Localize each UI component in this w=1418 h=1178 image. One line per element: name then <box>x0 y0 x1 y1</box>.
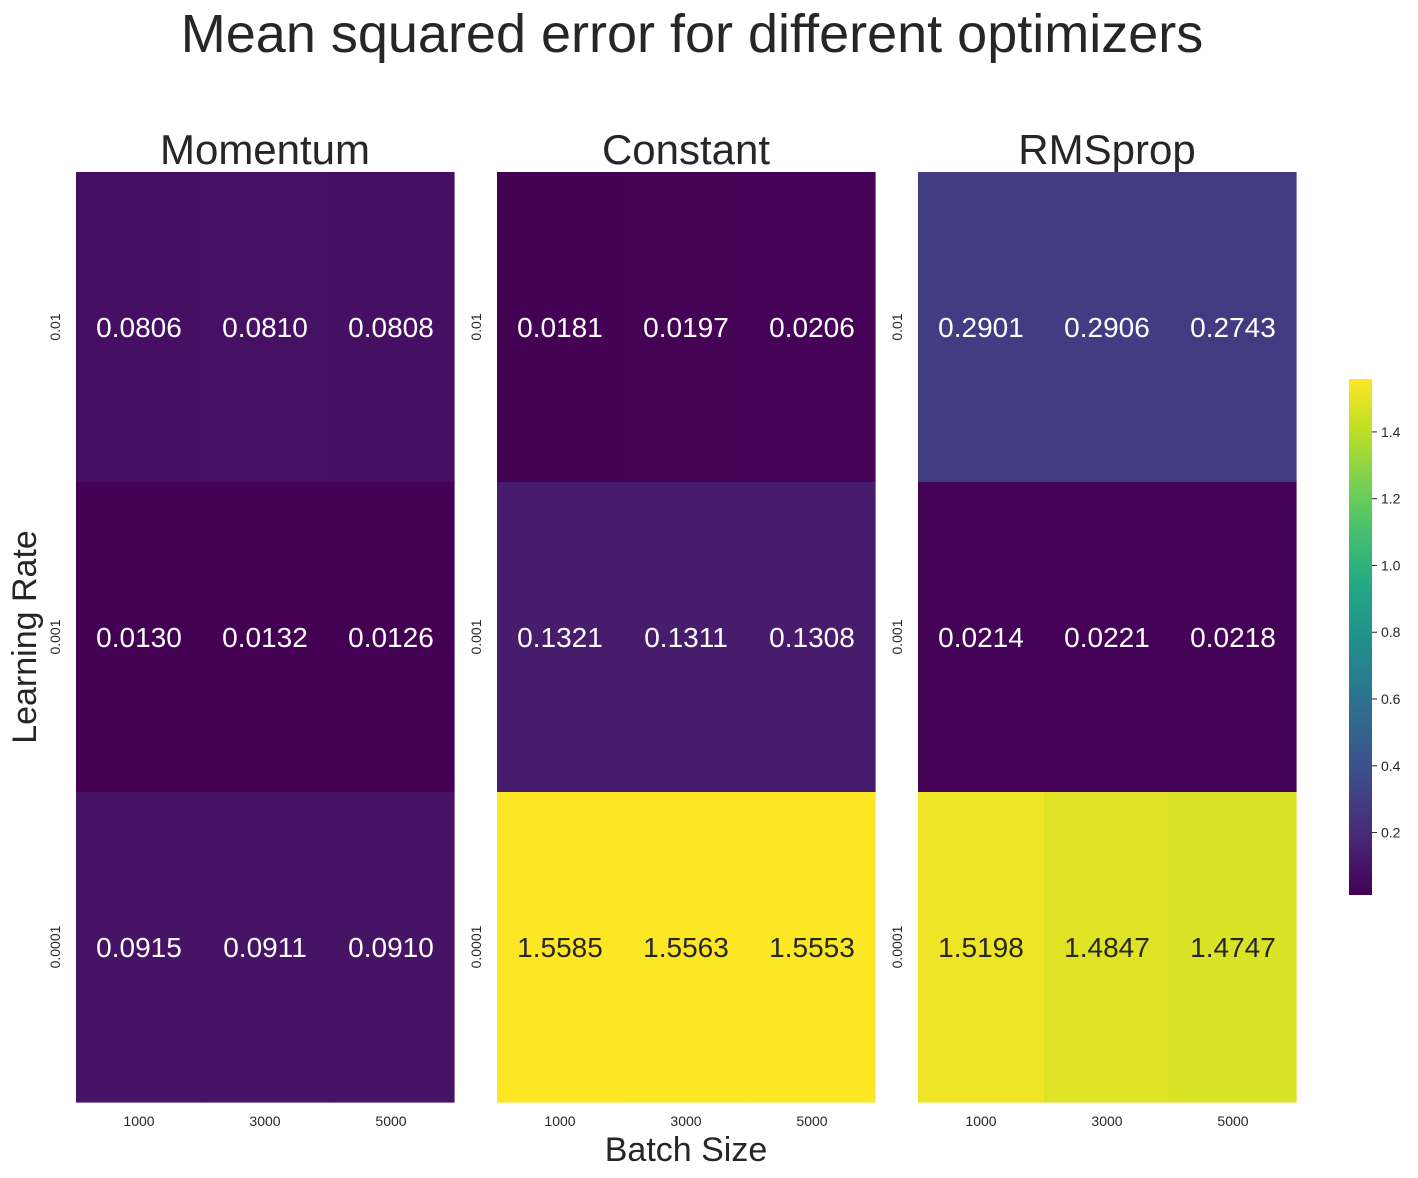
heatmap-panels: Momentum 0.0806 0.0810 0.0808 0.0130 0.0132 0.… <box>47 126 1297 1129</box>
chart-title: Mean squared error for different optimiz… <box>181 4 1203 64</box>
cell-value-label: 0.1311 <box>644 622 728 653</box>
x-tick-label: 5000 <box>796 1113 827 1129</box>
x-tick-label: 3000 <box>249 1113 280 1129</box>
heatmap-cell <box>76 482 203 793</box>
panel-title: Constant <box>602 126 770 173</box>
y-axis-label: Learning Rate <box>6 530 44 744</box>
y-tick-label: 0.0001 <box>889 925 905 968</box>
x-tick-label: 1000 <box>965 1113 996 1129</box>
cell-value-label: 0.0181 <box>517 312 603 343</box>
heatmap-cell <box>328 172 455 483</box>
y-tick-label: 0.01 <box>889 313 905 340</box>
heatmap-cell <box>1044 482 1171 793</box>
colorbar-ticks: 0.2 0.4 0.6 0.8 1.0 1.2 1.4 <box>1372 424 1401 841</box>
x-axis-label: Batch Size <box>605 1131 768 1169</box>
heatmap-cell <box>918 172 1045 483</box>
cell-value-label: 0.0915 <box>96 932 182 963</box>
x-tick-label: 3000 <box>670 1113 701 1129</box>
y-tick-label: 0.0001 <box>47 925 63 968</box>
cell-value-label: 0.0806 <box>96 312 182 343</box>
colorbar-tick-label: 1.2 <box>1381 491 1401 507</box>
colorbar-tick-label: 0.8 <box>1381 624 1401 640</box>
heatmap-cell <box>623 172 750 483</box>
x-tick-label: 3000 <box>1091 1113 1122 1129</box>
cell-value-label: 0.0126 <box>348 622 434 653</box>
y-tick-label: 0.01 <box>47 313 63 340</box>
cell-value-label: 0.0218 <box>1190 622 1276 653</box>
cell-value-label: 0.0221 <box>1064 622 1150 653</box>
heatmap-cell <box>1044 172 1171 483</box>
heatmap-cell <box>623 482 750 793</box>
heatmap-cell <box>328 792 455 1103</box>
heatmap-cell <box>1170 172 1297 483</box>
heatmap-cell <box>202 792 329 1103</box>
y-tick-label: 0.001 <box>468 619 484 654</box>
panel-title: Momentum <box>160 126 370 173</box>
heatmap-cell <box>1170 482 1297 793</box>
panel-momentum: Momentum 0.0806 0.0810 0.0808 0.0130 0.0132 0.… <box>47 126 455 1129</box>
x-tick-label: 5000 <box>375 1113 406 1129</box>
cell-value-label: 0.0810 <box>222 312 308 343</box>
heatmap-cell <box>76 792 203 1103</box>
cell-value-label: 0.2901 <box>938 312 1024 343</box>
colorbar-tick-label: 0.6 <box>1381 691 1401 707</box>
y-tick-label: 0.001 <box>889 619 905 654</box>
cell-value-label: 0.1321 <box>517 622 603 653</box>
cell-value-label: 0.0911 <box>223 932 307 963</box>
cell-value-label: 0.0808 <box>348 312 434 343</box>
cell-value-label: 0.1308 <box>769 622 855 653</box>
heatmap-cell <box>497 482 624 793</box>
heatmap-cell <box>497 172 624 483</box>
cell-value-label: 0.0197 <box>643 312 729 343</box>
y-tick-label: 0.01 <box>468 313 484 340</box>
heatmap-cell <box>918 792 1045 1103</box>
heatmap-cell <box>749 482 876 793</box>
x-tick-label: 5000 <box>1217 1113 1248 1129</box>
heatmap-cell <box>1170 792 1297 1103</box>
cell-value-label: 0.2906 <box>1064 312 1150 343</box>
x-tick-label: 1000 <box>123 1113 154 1129</box>
colorbar: 0.2 0.4 0.6 0.8 1.0 1.2 1.4 <box>1349 379 1401 895</box>
cell-value-label: 1.5585 <box>517 932 603 963</box>
cell-value-label: 1.5563 <box>643 932 729 963</box>
heatmap-cell <box>1044 792 1171 1103</box>
colorbar-tick-label: 1.0 <box>1381 557 1401 573</box>
heatmap-cell <box>918 482 1045 793</box>
colorbar-tick-label: 0.2 <box>1381 825 1401 841</box>
heatmap-cell <box>328 482 455 793</box>
colorbar-tick-label: 1.4 <box>1381 424 1401 440</box>
cell-value-label: 1.5553 <box>769 932 855 963</box>
cell-value-label: 1.5198 <box>938 932 1024 963</box>
colorbar-gradient <box>1349 379 1372 895</box>
cell-value-label: 1.4847 <box>1064 932 1150 963</box>
panel-rmsprop: RMSprop 0.2901 0.2906 0.2743 0.0214 0.0221 0.0… <box>889 126 1297 1129</box>
cell-value-label: 0.0206 <box>769 312 855 343</box>
heatmap-cell <box>497 792 624 1103</box>
heatmap-cell <box>202 172 329 483</box>
heatmap-cell <box>202 482 329 793</box>
heatmap-cell <box>76 172 203 483</box>
y-tick-label: 0.0001 <box>468 925 484 968</box>
heatmap-cell <box>623 792 750 1103</box>
panel-constant: Constant 0.0181 0.0197 0.0206 0.1321 0.1311 0.… <box>468 126 876 1129</box>
cell-value-label: 0.0130 <box>96 622 182 653</box>
x-tick-label: 1000 <box>544 1113 575 1129</box>
cell-value-label: 0.0910 <box>348 932 434 963</box>
y-tick-label: 0.001 <box>47 619 63 654</box>
panel-title: RMSprop <box>1018 126 1195 173</box>
cell-value-label: 0.0132 <box>222 622 308 653</box>
cell-value-label: 1.4747 <box>1190 932 1276 963</box>
heatmap-cell <box>749 172 876 483</box>
cell-value-label: 0.0214 <box>938 622 1024 653</box>
colorbar-tick-label: 0.4 <box>1381 758 1401 774</box>
cell-value-label: 0.2743 <box>1190 312 1276 343</box>
heatmap-cell <box>749 792 876 1103</box>
